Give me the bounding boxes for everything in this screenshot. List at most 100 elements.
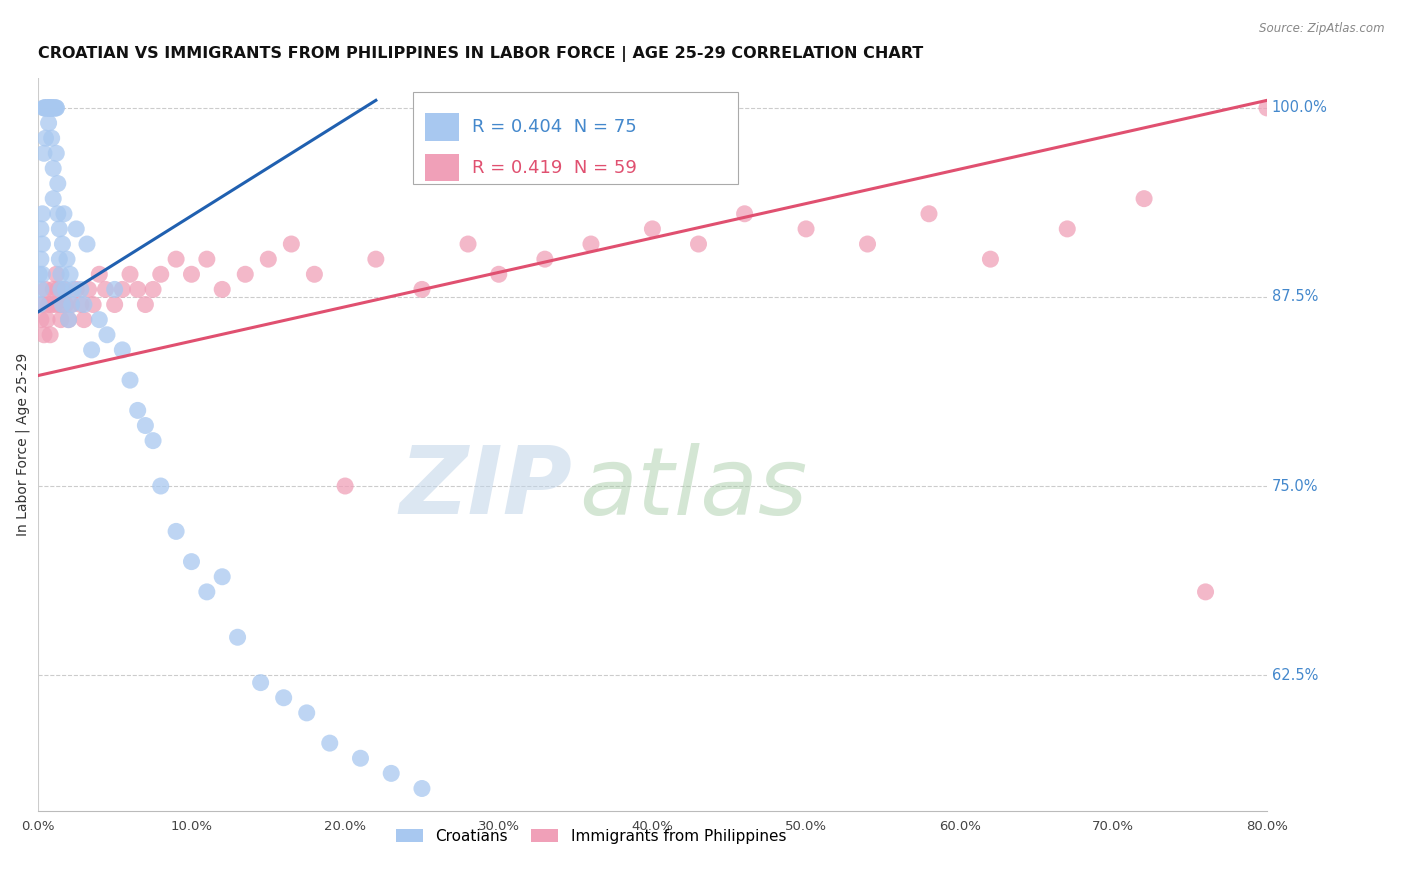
Point <box>44 297 66 311</box>
Point <box>295 706 318 720</box>
Point <box>51 297 73 311</box>
Point <box>273 690 295 705</box>
Point <box>411 781 433 796</box>
Point <box>35 312 58 326</box>
Point <box>32 327 55 342</box>
Point <box>280 237 302 252</box>
Point <box>52 282 75 296</box>
Point <box>180 555 202 569</box>
Point <box>55 297 77 311</box>
Point <box>30 312 52 326</box>
Point <box>82 297 104 311</box>
Point <box>104 282 127 296</box>
Point <box>45 101 67 115</box>
Point <box>226 630 249 644</box>
Point <box>89 267 111 281</box>
Point <box>142 434 165 448</box>
Point <box>39 327 62 342</box>
Point <box>34 282 56 296</box>
Point <box>60 297 83 311</box>
Point <box>31 207 53 221</box>
Point <box>579 237 602 252</box>
Point <box>457 237 479 252</box>
Point <box>42 282 65 296</box>
Point <box>58 312 80 326</box>
Point <box>30 222 52 236</box>
Text: CROATIAN VS IMMIGRANTS FROM PHILIPPINES IN LABOR FORCE | AGE 25-29 CORRELATION C: CROATIAN VS IMMIGRANTS FROM PHILIPPINES … <box>38 46 924 62</box>
Point <box>49 267 72 281</box>
Point <box>31 237 53 252</box>
Point <box>30 282 52 296</box>
Point <box>319 736 342 750</box>
Point <box>41 131 63 145</box>
Point <box>80 343 103 357</box>
Point <box>73 297 96 311</box>
Point <box>104 297 127 311</box>
Point <box>42 161 65 176</box>
FancyBboxPatch shape <box>425 113 460 141</box>
Point <box>1056 222 1078 236</box>
Point <box>48 222 70 236</box>
Point <box>32 101 55 115</box>
Point <box>55 282 77 296</box>
Point <box>734 207 756 221</box>
Point <box>918 207 941 221</box>
Point <box>38 101 60 115</box>
Point <box>1256 101 1278 115</box>
Point <box>60 297 83 311</box>
Point <box>38 116 60 130</box>
Point <box>28 297 51 311</box>
Point <box>211 282 233 296</box>
Point <box>70 297 93 311</box>
Point <box>59 267 82 281</box>
Point <box>51 297 73 311</box>
Point <box>49 282 72 296</box>
Point <box>35 101 58 115</box>
Point <box>41 101 63 115</box>
Point <box>979 252 1001 267</box>
Point <box>142 282 165 296</box>
Point <box>70 282 93 296</box>
Point <box>41 297 63 311</box>
Point <box>34 101 56 115</box>
Point <box>380 766 402 780</box>
Point <box>118 267 141 281</box>
Point <box>44 101 66 115</box>
Point <box>165 524 187 539</box>
Point <box>46 282 69 296</box>
Point <box>333 479 356 493</box>
Point <box>32 101 55 115</box>
Point <box>51 237 73 252</box>
Point <box>165 252 187 267</box>
Point <box>38 101 60 115</box>
Point <box>233 267 256 281</box>
Point <box>38 297 60 311</box>
Point <box>31 297 53 311</box>
Point <box>35 101 58 115</box>
Point <box>34 131 56 145</box>
Text: R = 0.419  N = 59: R = 0.419 N = 59 <box>472 159 637 177</box>
Point <box>65 282 87 296</box>
Point <box>195 585 218 599</box>
Legend: Croatians, Immigrants from Philippines: Croatians, Immigrants from Philippines <box>395 829 786 844</box>
Point <box>28 267 51 281</box>
Point <box>56 252 79 267</box>
Point <box>149 267 172 281</box>
Text: atlas: atlas <box>579 443 807 534</box>
Point <box>39 101 62 115</box>
Point <box>349 751 371 765</box>
Point <box>58 312 80 326</box>
Point <box>195 252 218 267</box>
Point <box>304 267 326 281</box>
Point <box>134 297 156 311</box>
Point <box>94 282 117 296</box>
Point <box>32 146 55 161</box>
Point <box>41 101 63 115</box>
Point <box>73 312 96 326</box>
FancyBboxPatch shape <box>425 153 460 181</box>
Point <box>89 312 111 326</box>
Point <box>39 101 62 115</box>
Y-axis label: In Labor Force | Age 25-29: In Labor Force | Age 25-29 <box>15 353 30 536</box>
Text: R = 0.404  N = 75: R = 0.404 N = 75 <box>472 118 637 136</box>
Point <box>96 327 118 342</box>
